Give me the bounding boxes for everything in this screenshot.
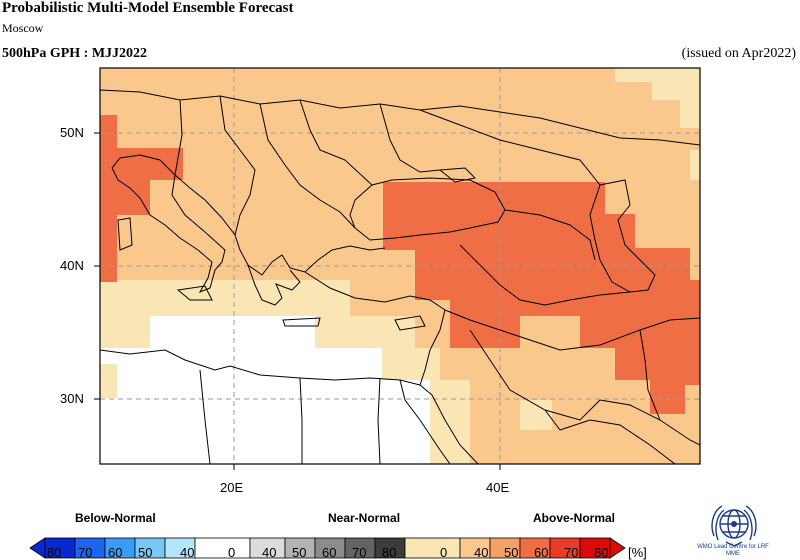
legend-tick: 70 <box>352 545 367 560</box>
legend-bar <box>29 537 626 559</box>
light-cell-region <box>690 150 700 180</box>
variable-label: 500hPa GPH : MJJ2022 <box>2 46 148 61</box>
legend-tick: 0 <box>440 545 448 560</box>
legend-arrow-right <box>609 537 626 559</box>
legend-tick: 40 <box>474 545 489 560</box>
white-cell-region <box>155 316 162 324</box>
legend-tick: 80 <box>594 545 609 560</box>
lat-label-50n: 50N <box>60 125 84 140</box>
legend-tick: 70 <box>78 545 93 560</box>
probability-cells <box>100 68 700 464</box>
chart-title: Probabilistic Multi-Model Ensemble Forec… <box>2 0 294 16</box>
logo-caption: WMO Lead Centre for LRF MME <box>697 544 769 557</box>
wmo-globe-icon <box>711 505 757 547</box>
dark-cell-region <box>383 182 700 414</box>
lon-label-20e: 20E <box>220 480 244 495</box>
legend-tick: 50 <box>292 545 307 560</box>
legend-arrow-left <box>29 537 46 559</box>
legend-tick: 80 <box>47 545 62 560</box>
legend-tick: 50 <box>504 545 519 560</box>
dark-cell-region <box>100 115 183 282</box>
axis-ticks <box>94 132 501 470</box>
light-cell-region <box>615 68 700 128</box>
legend-tick: 40 <box>180 545 195 560</box>
legend-tick: 50 <box>138 545 153 560</box>
white-cell-region <box>100 316 430 464</box>
legend-category-below: Below-Normal <box>75 511 156 525</box>
legend-swatch-above-0 <box>404 537 461 559</box>
chart-subtitle: Moscow <box>2 21 44 35</box>
light-cell-region <box>520 400 552 430</box>
legend-tick: 0 <box>228 545 236 560</box>
legend-unit: [%] <box>628 545 647 560</box>
legend-tick: 70 <box>564 545 579 560</box>
legend-tick: 60 <box>322 545 337 560</box>
legend-swatch-near-0 <box>194 537 251 559</box>
legend-category-above: Above-Normal <box>533 511 616 525</box>
issued-date: (issued on Apr2022) <box>681 46 796 61</box>
legend-tick: 60 <box>108 545 123 560</box>
legend-tick: 40 <box>262 545 277 560</box>
lon-label-40e: 40E <box>486 480 510 495</box>
lat-label-30n: 30N <box>60 391 84 406</box>
legend-tick: 80 <box>382 545 397 560</box>
legend-category-near: Near-Normal <box>328 511 401 525</box>
legend-tick: 60 <box>534 545 549 560</box>
lat-label-40n: 40N <box>60 258 84 273</box>
coastlines <box>100 89 700 464</box>
